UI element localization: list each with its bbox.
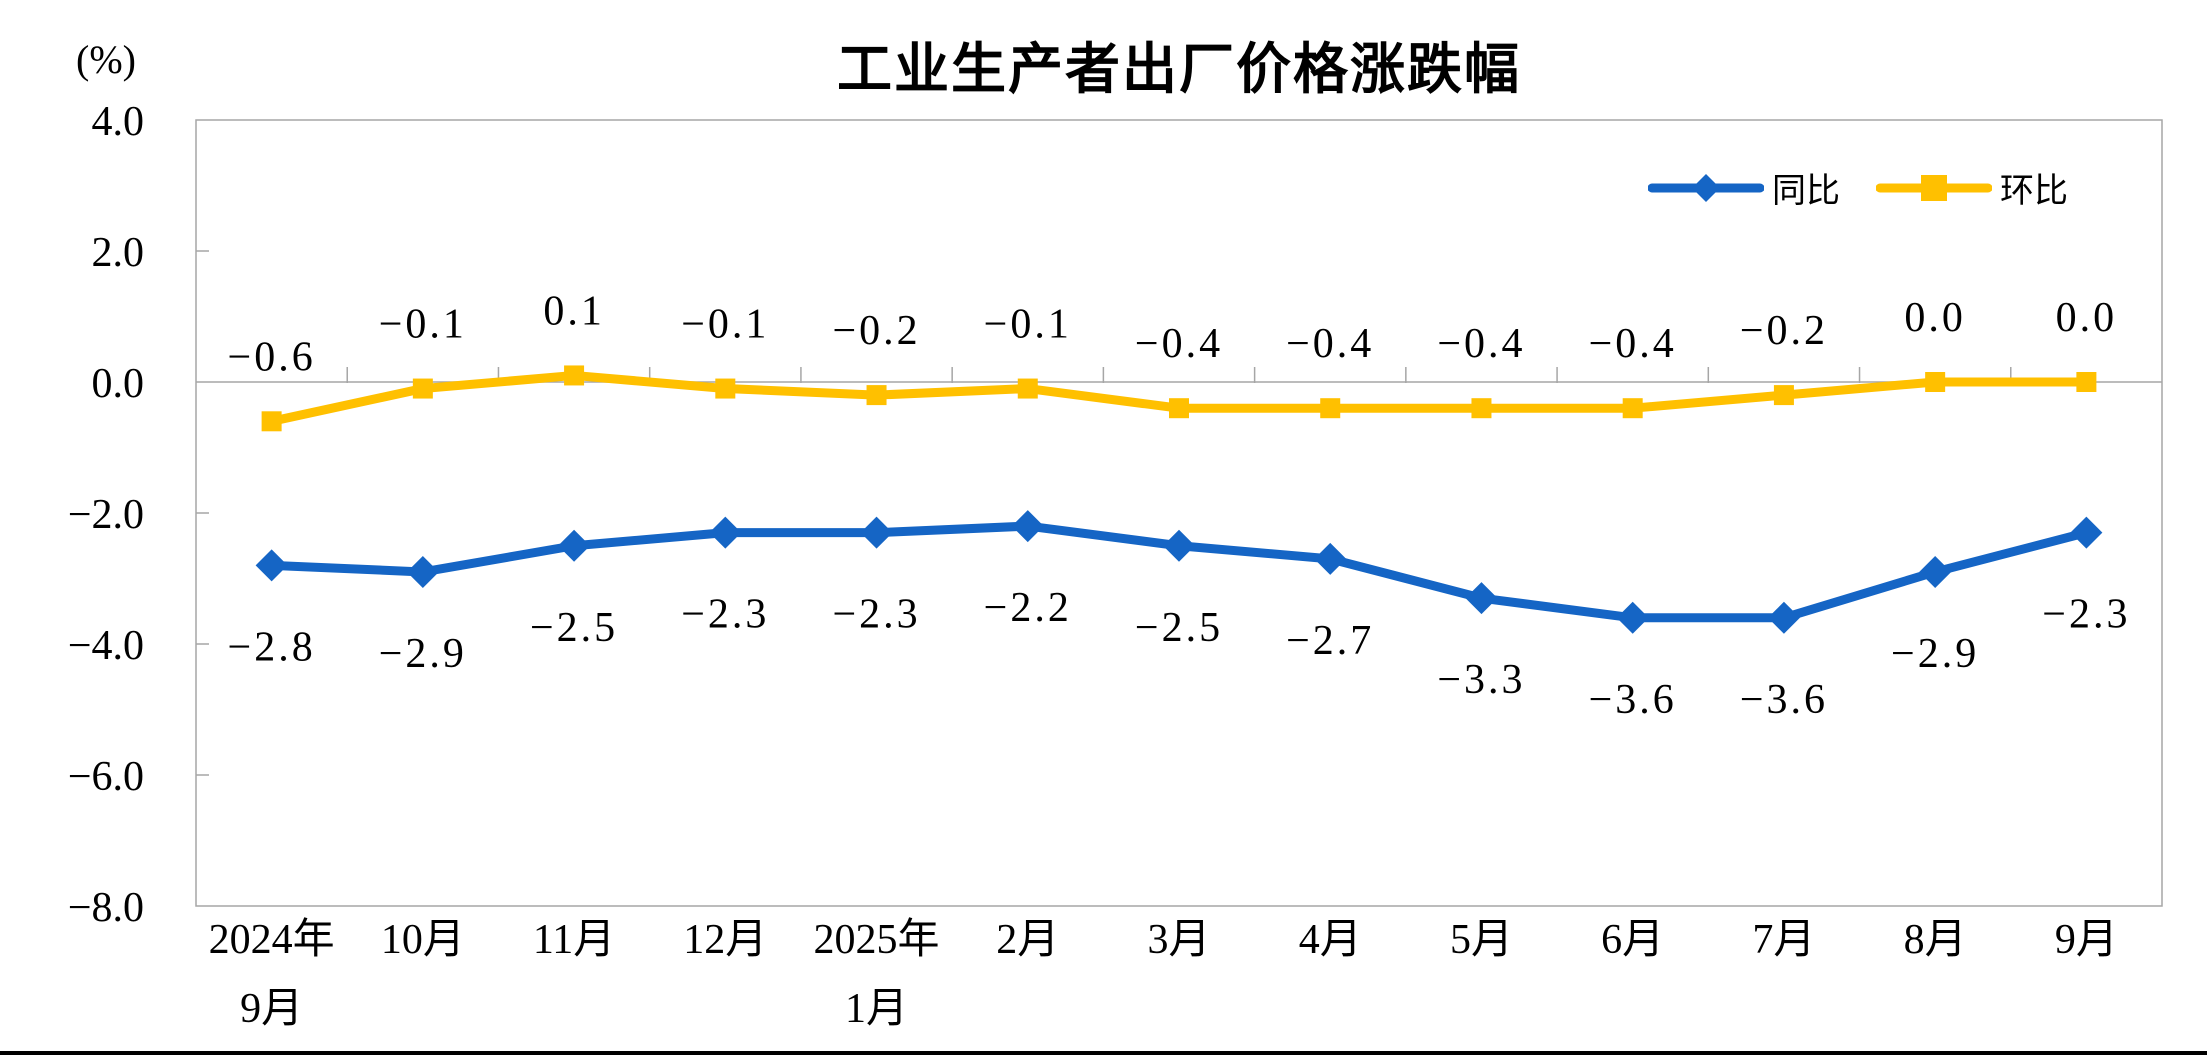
x-axis-label-line2: 1月: [845, 986, 908, 1032]
data-point-marker-环比: [1773, 385, 1794, 406]
x-axis-label: 2024年: [209, 916, 335, 963]
x-axis-label: 11月: [533, 917, 615, 963]
page-bottom-rule: [0, 1051, 2207, 1055]
legend-label-tongbi: 同比: [1772, 172, 1840, 210]
y-axis-label: −6.0: [68, 754, 144, 800]
y-axis-label: 0.0: [92, 361, 145, 407]
chart-title: 工业生产者出厂价格涨跌幅: [836, 38, 1521, 100]
data-label-环比: −0.1: [379, 302, 467, 348]
data-label-同比: −3.3: [1437, 657, 1525, 703]
data-point-marker-环比: [1169, 398, 1189, 419]
data-label-同比: −2.5: [1135, 605, 1223, 651]
data-label-同比: −2.3: [2042, 592, 2130, 638]
legend-label-huanbi: 环比: [2000, 172, 2068, 210]
x-axis-label: 2025年: [814, 916, 940, 963]
data-point-marker-同比: [1616, 601, 1649, 634]
data-label-环比: 0.0: [1904, 295, 1966, 341]
data-point-marker-同比: [709, 516, 742, 549]
data-label-环比: −0.6: [228, 334, 316, 380]
data-point-marker-同比: [1919, 555, 1952, 588]
data-point-marker-同比: [558, 529, 591, 562]
data-point-marker-环比: [564, 365, 585, 386]
data-point-marker-同比: [860, 516, 893, 549]
data-label-环比: 0.1: [543, 288, 605, 334]
data-point-marker-环比: [2076, 372, 2097, 392]
y-axis-label: 4.0: [92, 99, 145, 145]
data-label-环比: −0.2: [1740, 308, 1828, 354]
data-label-同比: −2.9: [1891, 631, 1979, 677]
legend-line-diamond-icon: [1648, 173, 1764, 202]
data-label-环比: 0.0: [2056, 295, 2118, 341]
data-point-marker-环比: [261, 411, 282, 432]
x-axis-label: 2月: [996, 917, 1059, 963]
data-point-marker-同比: [406, 555, 439, 588]
x-axis-label: 10月: [381, 917, 465, 963]
data-label-同比: −2.5: [530, 605, 618, 651]
data-label-同比: −3.6: [1589, 677, 1677, 723]
y-axis-unit-label: (%): [76, 37, 136, 82]
x-axis-label: 9月: [2055, 917, 2118, 963]
data-label-环比: −0.4: [1589, 321, 1677, 367]
data-label-环比: −0.1: [681, 302, 769, 348]
y-axis-label: −8.0: [68, 885, 144, 931]
data-point-marker-环比: [715, 378, 736, 399]
x-axis-label: 5月: [1450, 917, 1513, 963]
data-point-marker-环比: [866, 385, 887, 406]
data-point-marker-环比: [412, 378, 433, 399]
data-label-环比: −0.1: [984, 302, 1072, 348]
data-point-marker-环比: [1017, 378, 1038, 399]
data-point-marker-同比: [1465, 582, 1498, 615]
data-label-同比: −2.3: [681, 592, 769, 638]
data-label-环比: −0.2: [832, 308, 920, 354]
y-axis-label: −4.0: [68, 623, 144, 669]
data-label-环比: −0.4: [1135, 321, 1223, 367]
data-point-marker-环比: [1320, 398, 1341, 419]
data-point-marker-环比: [1925, 372, 1946, 392]
x-axis-label: 3月: [1147, 917, 1210, 963]
legend-item-huanbi: 环比: [1876, 163, 2068, 212]
y-axis-label: 2.0: [92, 230, 145, 276]
data-point-marker-同比: [1767, 601, 1800, 634]
data-label-环比: −0.4: [1286, 321, 1374, 367]
legend-line-square-icon: [1876, 174, 1992, 201]
x-axis-label-line2: 9月: [240, 986, 303, 1032]
legend: 同比 环比: [1648, 163, 2068, 212]
plot-area-border: [195, 119, 2163, 907]
data-label-同比: −2.7: [1286, 618, 1374, 664]
x-axis-label: 6月: [1601, 917, 1664, 963]
data-point-marker-环比: [1471, 398, 1492, 419]
y-axis-label: −2.0: [68, 492, 144, 538]
data-label-同比: −2.9: [379, 631, 467, 677]
legend-item-tongbi: 同比: [1648, 163, 1840, 212]
data-label-同比: −2.8: [228, 624, 316, 670]
data-point-marker-同比: [1314, 542, 1347, 575]
data-point-marker-同比: [2070, 516, 2103, 549]
x-axis-label: 12月: [683, 917, 767, 963]
data-label-同比: −3.6: [1740, 677, 1828, 723]
data-point-marker-同比: [1163, 529, 1195, 562]
data-label-环比: −0.4: [1437, 321, 1525, 367]
x-axis-label: 4月: [1299, 917, 1362, 963]
data-point-marker-同比: [1011, 510, 1044, 543]
data-label-同比: −2.3: [832, 592, 920, 638]
x-axis-label: 7月: [1752, 917, 1815, 963]
data-point-marker-同比: [255, 549, 288, 582]
data-label-同比: −2.2: [984, 585, 1072, 631]
x-axis-label: 8月: [1904, 917, 1967, 963]
data-point-marker-环比: [1622, 398, 1643, 419]
